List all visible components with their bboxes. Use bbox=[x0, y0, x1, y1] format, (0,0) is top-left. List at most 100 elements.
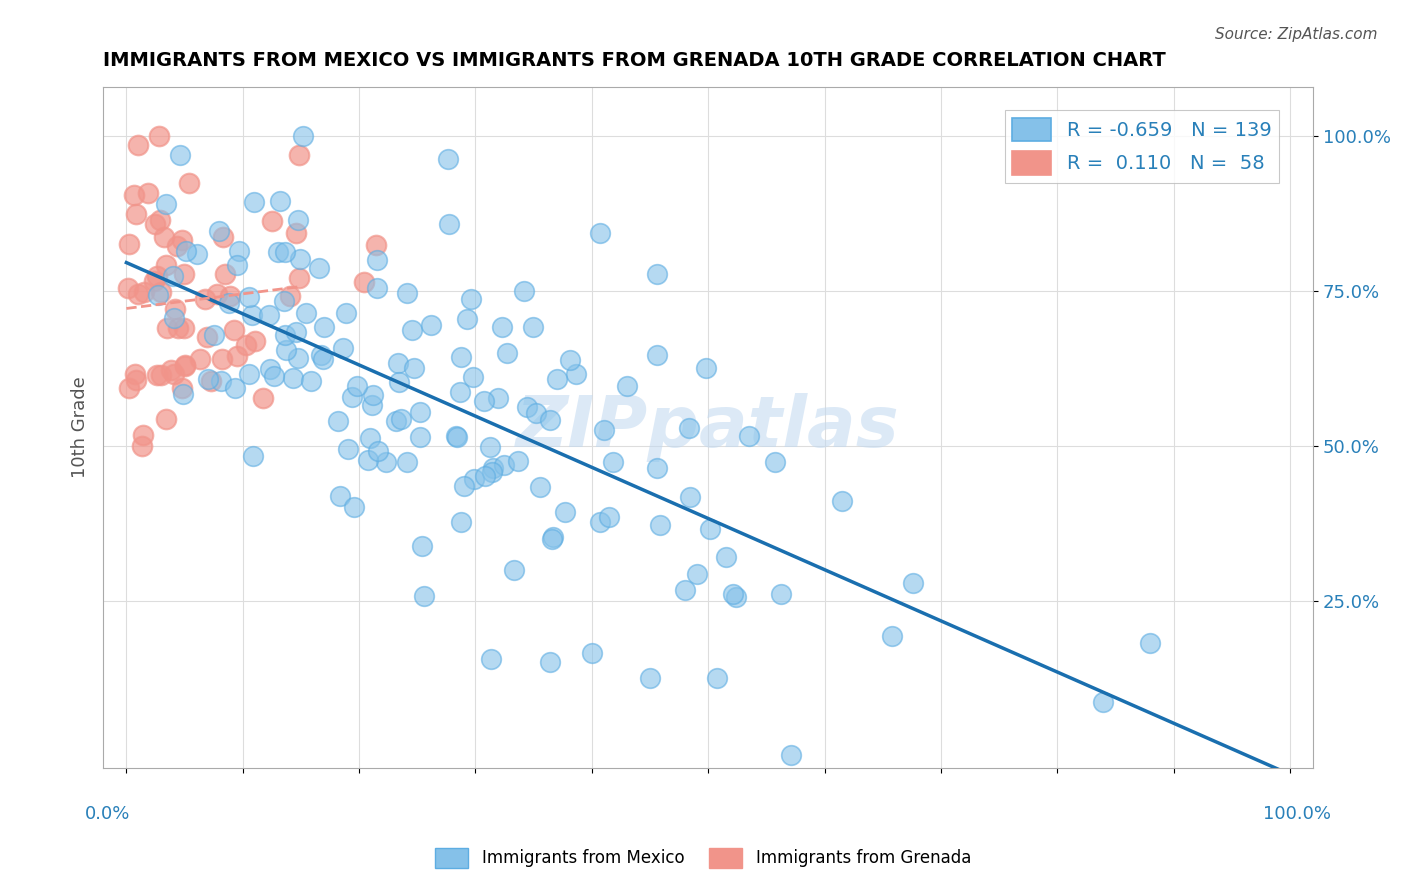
Point bbox=[118, 381, 141, 395]
Point bbox=[245, 334, 267, 348]
Point bbox=[155, 196, 177, 211]
Point bbox=[516, 400, 538, 414]
Point bbox=[486, 391, 509, 405]
Legend: Immigrants from Mexico, Immigrants from Grenada: Immigrants from Mexico, Immigrants from … bbox=[429, 841, 977, 875]
Point bbox=[686, 567, 709, 582]
Point bbox=[122, 188, 145, 202]
Point bbox=[288, 252, 311, 267]
Point bbox=[149, 368, 172, 382]
Point bbox=[162, 268, 184, 283]
Point bbox=[238, 290, 260, 304]
Point bbox=[326, 413, 349, 427]
Point bbox=[366, 252, 388, 267]
Text: IMMIGRANTS FROM MEXICO VS IMMIGRANTS FROM GRENADA 10TH GRADE CORRELATION CHART: IMMIGRANTS FROM MEXICO VS IMMIGRANTS FRO… bbox=[103, 51, 1166, 70]
Y-axis label: 10th Grade: 10th Grade bbox=[72, 376, 89, 478]
Point bbox=[292, 129, 315, 144]
Point bbox=[125, 207, 148, 221]
Point bbox=[645, 461, 668, 475]
Point bbox=[172, 233, 194, 247]
Point bbox=[522, 320, 544, 334]
Point bbox=[678, 420, 700, 434]
Point bbox=[491, 320, 513, 334]
Point bbox=[195, 330, 218, 344]
Point bbox=[197, 371, 219, 385]
Point bbox=[190, 352, 212, 367]
Point bbox=[401, 323, 423, 337]
Point bbox=[218, 296, 240, 310]
Point bbox=[449, 384, 471, 399]
Text: Source: ZipAtlas.com: Source: ZipAtlas.com bbox=[1215, 27, 1378, 42]
Point bbox=[259, 362, 281, 376]
Point bbox=[124, 367, 146, 381]
Point bbox=[299, 375, 322, 389]
Point bbox=[167, 320, 190, 334]
Point bbox=[312, 319, 335, 334]
Point bbox=[363, 388, 385, 402]
Point bbox=[359, 431, 381, 445]
Point bbox=[276, 343, 298, 357]
Point bbox=[460, 292, 482, 306]
Point bbox=[173, 321, 195, 335]
Point bbox=[280, 289, 302, 303]
Point bbox=[367, 444, 389, 458]
Point bbox=[153, 230, 176, 244]
Point bbox=[228, 244, 250, 259]
Point bbox=[143, 217, 166, 231]
Point bbox=[173, 267, 195, 281]
Point bbox=[1091, 696, 1114, 710]
Point bbox=[723, 587, 745, 601]
Point bbox=[155, 258, 177, 272]
Point bbox=[205, 287, 228, 301]
Point bbox=[538, 655, 561, 669]
Point bbox=[172, 387, 194, 401]
Point bbox=[134, 285, 156, 299]
Point bbox=[238, 367, 260, 381]
Point bbox=[456, 312, 478, 326]
Point bbox=[287, 351, 309, 365]
Point bbox=[560, 352, 582, 367]
Point bbox=[155, 411, 177, 425]
Point bbox=[274, 327, 297, 342]
Point bbox=[404, 360, 426, 375]
Point bbox=[678, 491, 700, 505]
Point bbox=[479, 652, 502, 666]
Point bbox=[212, 230, 235, 244]
Point bbox=[450, 515, 472, 529]
Point bbox=[335, 306, 357, 320]
Point bbox=[673, 583, 696, 598]
Point bbox=[357, 452, 380, 467]
Point bbox=[281, 370, 304, 384]
Point bbox=[177, 177, 200, 191]
Point bbox=[411, 539, 433, 553]
Point bbox=[308, 260, 330, 275]
Point bbox=[420, 318, 443, 333]
Text: 100.0%: 100.0% bbox=[1264, 805, 1331, 823]
Point bbox=[148, 288, 170, 302]
Point bbox=[538, 413, 561, 427]
Point bbox=[224, 323, 246, 337]
Point bbox=[779, 748, 801, 763]
Point bbox=[546, 372, 568, 386]
Point bbox=[395, 455, 418, 469]
Point bbox=[260, 214, 283, 228]
Point bbox=[444, 429, 467, 443]
Point bbox=[529, 480, 551, 494]
Point bbox=[901, 576, 924, 591]
Point bbox=[384, 414, 406, 428]
Point bbox=[446, 430, 468, 444]
Point bbox=[117, 281, 139, 295]
Point bbox=[202, 328, 225, 343]
Point bbox=[125, 373, 148, 387]
Point bbox=[474, 469, 496, 483]
Point bbox=[242, 308, 264, 322]
Point bbox=[353, 275, 375, 289]
Point bbox=[267, 244, 290, 259]
Point bbox=[645, 267, 668, 281]
Point bbox=[495, 345, 517, 359]
Point bbox=[565, 368, 588, 382]
Point bbox=[143, 274, 166, 288]
Point bbox=[581, 646, 603, 660]
Point bbox=[194, 293, 217, 307]
Point bbox=[294, 306, 316, 320]
Text: ZIPpatlas: ZIPpatlas bbox=[516, 392, 900, 461]
